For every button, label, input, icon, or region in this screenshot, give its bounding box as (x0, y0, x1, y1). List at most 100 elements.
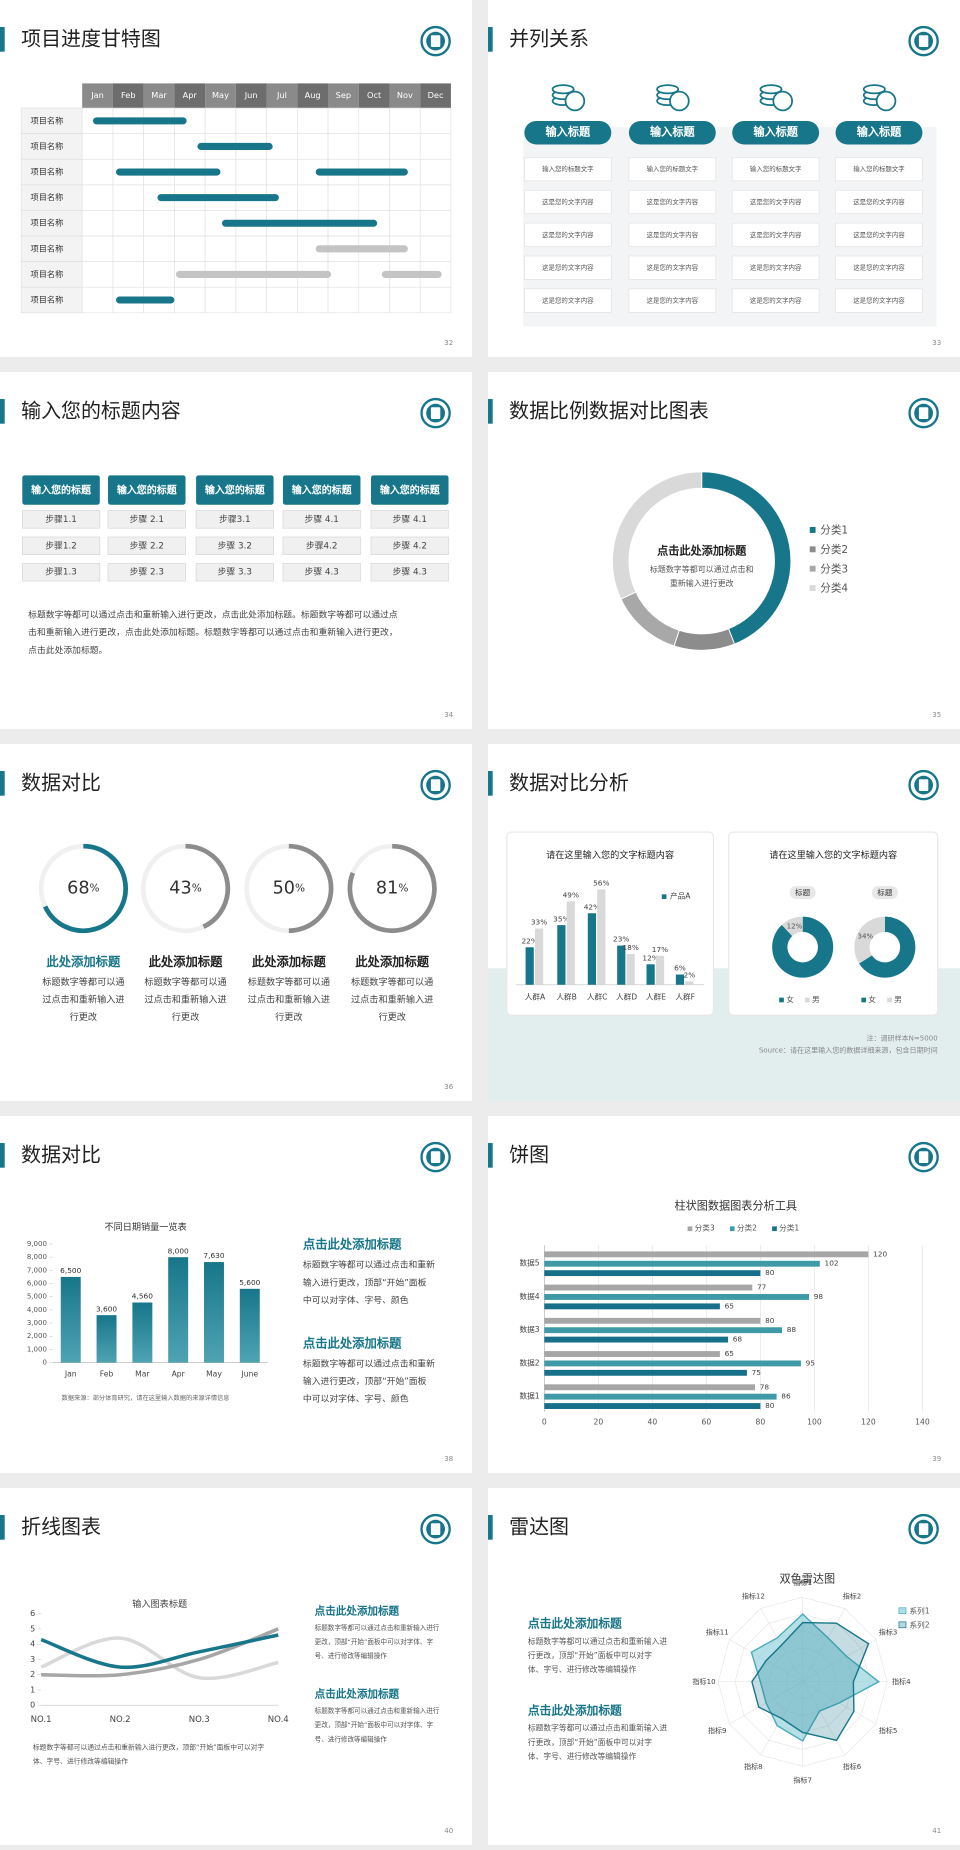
ring-value: 81 (376, 878, 398, 898)
axis-label: 指标10 (693, 1677, 716, 1686)
month-header (143, 83, 175, 109)
card-title: 请在这里输入您的文字标题内容 (546, 849, 674, 861)
heading-box (371, 475, 449, 505)
x-tick-label: 80 (756, 1417, 766, 1426)
block-line: 体、字号、进行修改等编辑操作 (528, 1664, 637, 1674)
item-box (731, 189, 820, 215)
x-tick-label: NO.3 (189, 1715, 210, 1725)
step-text: 步骤 3.3 (218, 567, 252, 578)
month-header (297, 83, 329, 109)
note: Source：请在这里输入您的数据详细来源，包含日期时间 (759, 1045, 938, 1054)
x-tick-label: Mar (135, 1369, 150, 1378)
block-line: 标题数字等都可以通过点击和重新 (303, 1259, 435, 1271)
bar (544, 1403, 761, 1409)
step-box (21, 510, 101, 529)
item-box (524, 189, 612, 215)
value-label: 120 (873, 1249, 887, 1258)
bar (557, 925, 566, 985)
slide-title: 并列关系 (509, 26, 589, 50)
item-text: 这是您的文字内容 (647, 296, 699, 305)
slide: 项目进度甘特图 32 Jan Feb Mar Apr May Jun Jul Aug Sep Oct N… (0, 0, 472, 357)
label-pill (789, 886, 816, 900)
item-box (524, 255, 612, 280)
step-box (282, 563, 361, 582)
ring-unit: % (90, 882, 100, 894)
bar (566, 901, 575, 985)
value-label: 75 (752, 1368, 762, 1377)
step-box (21, 563, 101, 582)
line-series (40, 1636, 279, 1681)
item-text: 这是您的文字内容 (647, 263, 699, 272)
legend-label: 分类1 (820, 524, 848, 537)
y-tick-label: 1,000 (27, 1344, 47, 1353)
row-label-cell (20, 184, 83, 211)
axis-label: 指标11 (706, 1627, 729, 1636)
step-box (195, 536, 274, 555)
value-label: 65 (725, 1349, 735, 1358)
title-bar (0, 1515, 5, 1540)
item-box (731, 255, 820, 280)
coin-icon (669, 90, 690, 112)
logo (430, 35, 441, 47)
value-label: 98 (814, 1292, 824, 1301)
block-line: 标题数字等都可以通过点击和重新输入进 (528, 1636, 667, 1646)
title-bar (488, 399, 493, 424)
donut-segment (859, 916, 916, 978)
legend-label: 系列2 (910, 1619, 930, 1629)
item-box (524, 157, 612, 182)
legend-label: 分类3 (820, 562, 848, 575)
legend-swatch (687, 1226, 693, 1232)
item-text: 这是您的文字内容 (647, 197, 699, 206)
legend-swatch (809, 565, 816, 572)
y-tick-label: 数据2 (520, 1357, 540, 1367)
month-label: Jun (244, 90, 258, 100)
block-line: 标题数字等都可以通过点击和重新 (303, 1357, 435, 1369)
item-box (731, 222, 820, 247)
bar (544, 1303, 720, 1310)
legend-label: 男 (894, 995, 902, 1004)
y-tick-label: 7,000 (27, 1265, 47, 1274)
axis-label: 指标2 (843, 1591, 862, 1600)
bar (617, 945, 626, 985)
month-label: Oct (367, 90, 382, 100)
item-heading: 此处添加标题 (149, 954, 224, 969)
legend-label: 女 (868, 994, 876, 1004)
block-line: 体、字号、进行修改等编辑操作 (528, 1751, 637, 1761)
block-heading: 点击此处添加标题 (528, 1617, 622, 1631)
bar (544, 1327, 783, 1334)
value-label: 5,600 (239, 1278, 260, 1287)
item-text: 行更改 (70, 1011, 97, 1023)
bar (544, 1351, 720, 1357)
block-line: 中可以对字体、字号、颜色 (303, 1294, 409, 1306)
radar-series (750, 1613, 881, 1742)
legend-swatch (805, 997, 810, 1003)
y-tick-label: 数据4 (520, 1291, 540, 1301)
month-label: Mar (151, 90, 167, 100)
legend-swatch (661, 894, 667, 900)
block-heading: 点击此处添加标题 (315, 1688, 400, 1701)
paragraph-line: 点击此处添加标题。 (28, 644, 107, 656)
slide-title: 折线图表 (21, 1514, 101, 1538)
legend-swatch (809, 546, 816, 553)
item-box (835, 255, 923, 280)
column-heading: 输入标题 (753, 125, 798, 139)
value-label: 80 (765, 1401, 775, 1410)
ring-unit: % (295, 882, 305, 894)
step-box (195, 510, 274, 529)
value-label: 88 (787, 1325, 797, 1334)
month-label: May (212, 90, 229, 100)
heading-box (108, 475, 186, 505)
bar (544, 1384, 755, 1391)
logo (918, 35, 929, 47)
bar (587, 913, 597, 985)
value-label: 12% (642, 953, 658, 962)
column-heading: 输入标题 (857, 125, 902, 139)
ring-label: 43% (169, 878, 201, 898)
block-line: 标题数字等都可以通过点击和重新输入进行 (315, 1706, 440, 1715)
step-text: 步骤 4.3 (305, 567, 339, 578)
donut-segment (781, 916, 803, 937)
block-line: 行更改，顶部“开始”面板中可以对字 (528, 1737, 652, 1747)
grid-cell (419, 286, 452, 314)
